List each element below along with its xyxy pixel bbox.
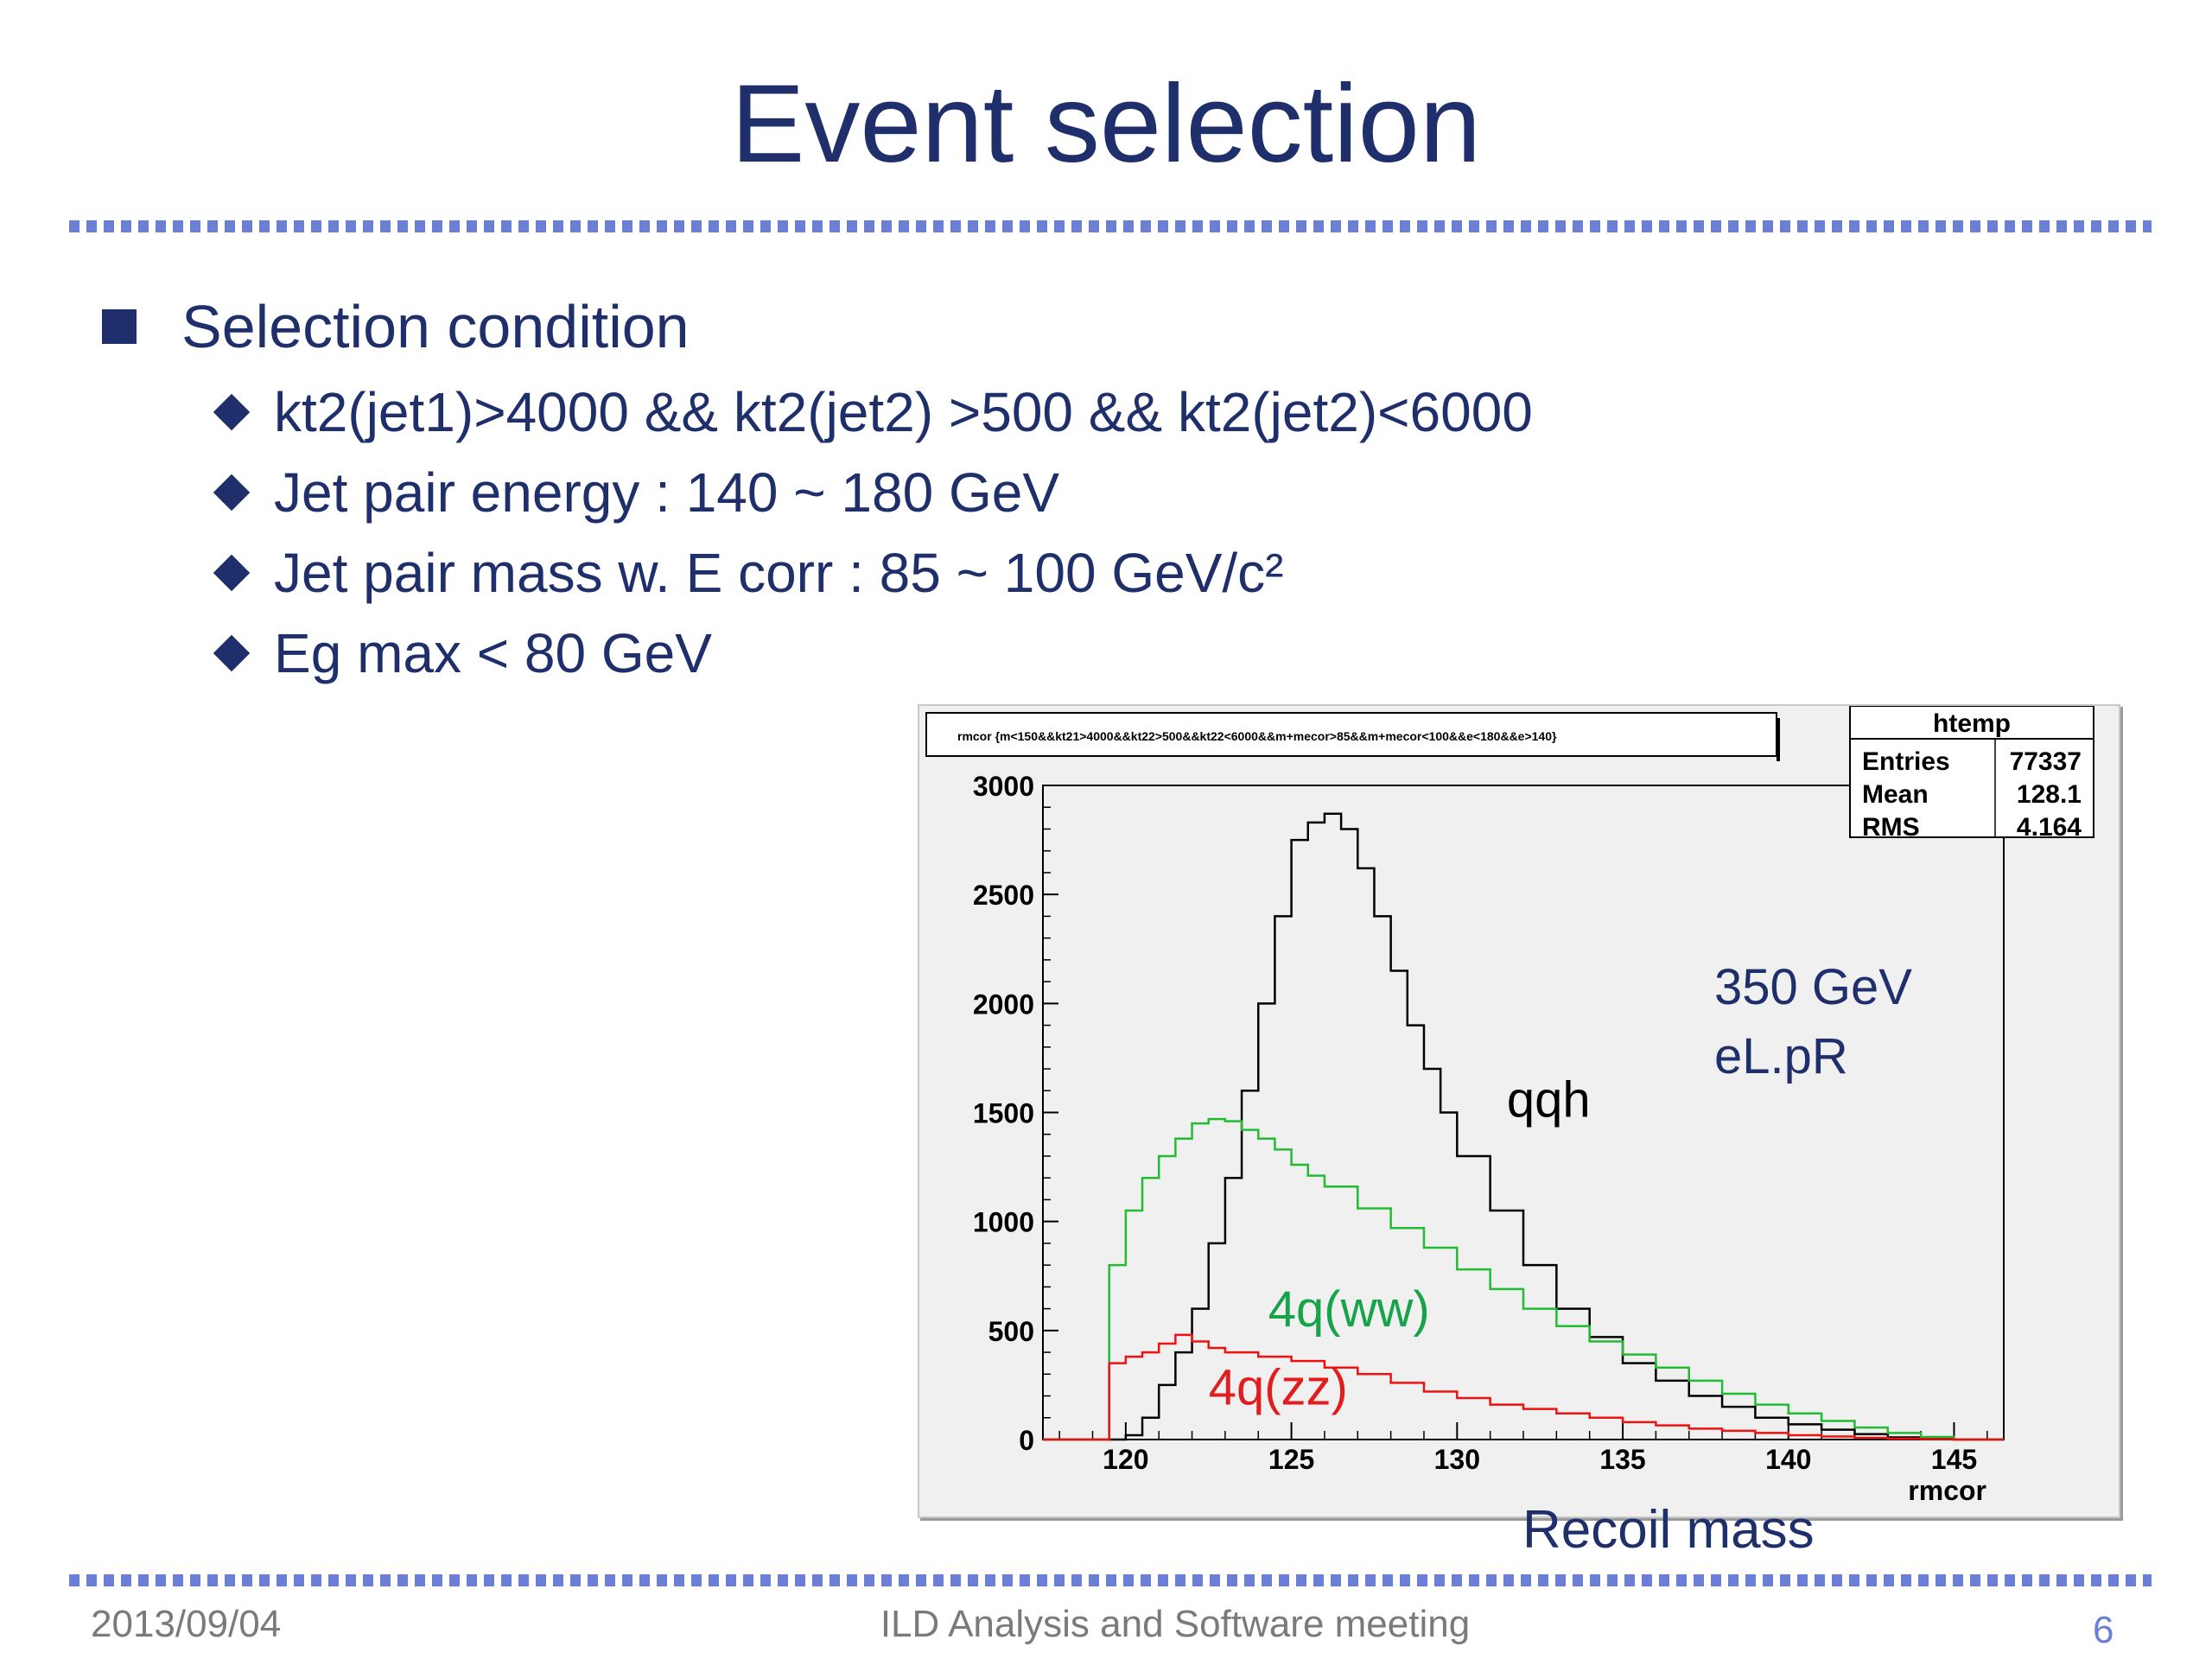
stats-label: Entries [1862,747,1950,776]
stats-name: htemp [1933,709,2011,738]
x-tick-label: 140 [1765,1444,1811,1475]
footer-page-number: 6 [2093,1609,2114,1651]
stats-box [1849,706,2094,838]
x-tick-label: 120 [1103,1444,1148,1475]
series-line-4qww [1043,1117,2004,1441]
diamond-bullet-icon [213,554,251,591]
x-tick-label: 135 [1599,1444,1645,1475]
x-tick-label: 125 [1268,1444,1314,1475]
plot-area [1042,785,2005,1440]
series-label: qqh [1507,1072,1591,1128]
series-label: 4q(zz) [1209,1360,1348,1416]
y-tick-label: 2500 [973,880,1034,911]
diamond-bullet-icon [213,393,251,430]
square-bullet-icon [102,309,137,344]
x-axis-label: rmcor [1908,1475,1986,1506]
x-tick-label: 145 [1931,1444,1977,1475]
recoil-mass-label: Recoil mass [1522,1500,1815,1560]
stats-label: Mean [1862,780,1929,809]
series-label: 4q(ww) [1268,1281,1430,1338]
footer-date: 2013/09/04 [91,1603,282,1645]
sub-bullet: Eg max < 80 GeV [212,613,1533,693]
x-tick-label: 130 [1434,1444,1480,1475]
stats-label: RMS [1862,813,1920,842]
y-tick-label: 0 [1019,1425,1034,1456]
chart-title: rmcor {m<150&&kt21>4000&&kt22>500&&kt22<… [957,729,1557,743]
series-line-qqh [1043,812,2004,1441]
sub-bullet-text: Eg max < 80 GeV [274,621,712,684]
main-bullet: Selection condition [102,292,690,361]
sub-bullet-text: Jet pair energy : 140 ~ 180 GeV [274,461,1060,524]
title-box-shadow [1777,718,1780,761]
sub-bullet: Jet pair energy : 140 ~ 180 GeV [212,452,1533,532]
stats-value: 77337 [2010,747,2082,776]
annotation-polarization: eL.pR [1714,1028,1848,1084]
y-tick-label: 3000 [973,771,1034,802]
annotation-energy: 350 GeV [1714,959,1912,1015]
bottom-divider [69,1574,2152,1586]
stats-value: 4.164 [2017,813,2082,842]
top-divider [69,220,2152,232]
sub-bullet: kt2(jet1)>4000 && kt2(jet2) >500 && kt2(… [212,372,1533,452]
histogram-chart: 0 500 1000 1500 2000 2500 3000 120 125 130 135 140 1… [925,706,2094,1506]
main-bullet-text: Selection condition [181,293,690,360]
sub-bullet-list: kt2(jet1)>4000 && kt2(jet2) >500 && kt2(… [212,372,1533,693]
footer-meeting: ILD Analysis and Software meeting [880,1603,1471,1645]
slide-title: Event selection [730,62,1482,186]
sub-bullet-text: kt2(jet1)>4000 && kt2(jet2) >500 && kt2(… [274,380,1533,443]
y-tick-label: 2000 [973,988,1034,1020]
sub-bullet-text: Jet pair mass w. E corr : 85 ~ 100 GeV/c… [274,541,1284,604]
y-tick-label: 1000 [973,1207,1034,1238]
series-line-4qzz [1043,1333,2004,1441]
stats-value: 128.1 [2017,780,2082,809]
y-tick-label: 500 [988,1316,1034,1347]
diamond-bullet-icon [213,474,251,511]
sub-bullet: Jet pair mass w. E corr : 85 ~ 100 GeV/c… [212,532,1533,613]
histogram-panel: 0 500 1000 1500 2000 2500 3000 120 125 130 135 140 1… [918,704,2120,1518]
diamond-bullet-icon [213,634,251,671]
title-box [925,712,1777,757]
y-tick-label: 1500 [973,1098,1034,1129]
